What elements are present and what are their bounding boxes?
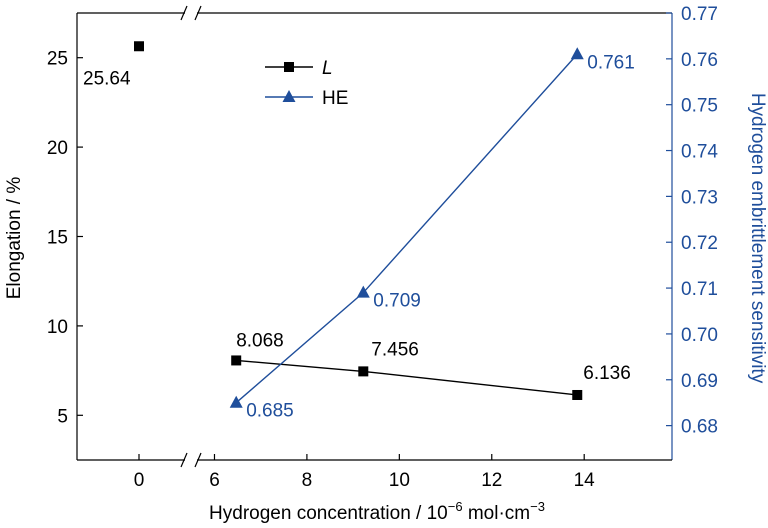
x-tick-label: 12 <box>481 470 502 491</box>
series-he-data-label: 0.709 <box>373 291 421 312</box>
x-tick-label: 14 <box>574 470 596 491</box>
series-he-data-label: 0.685 <box>246 401 294 422</box>
series-l-point <box>134 41 144 52</box>
series-l-point <box>572 389 583 400</box>
y-left-tick-label: 25 <box>47 49 68 70</box>
series-l-data-label: 6.136 <box>583 363 631 384</box>
y-axis-right-title: Hydrogen embrittlement sensitivity <box>747 93 768 384</box>
series-l-point <box>358 366 369 377</box>
y-right-tick-label: 0.68 <box>681 417 718 438</box>
legend-l-label: L <box>322 58 333 79</box>
x-axis-title-unit-exponent: −3 <box>530 499 545 514</box>
y-right-tick-label: 0.69 <box>681 371 718 392</box>
x-tick-label: 6 <box>209 470 220 491</box>
y-left-tick-label: 15 <box>47 228 68 249</box>
series-he-point <box>229 395 243 408</box>
x-axis-title: Hydrogen concentration / 10−6 mol·cm−3 <box>209 499 545 524</box>
series-he-point <box>356 285 370 298</box>
series-l-data-label: 25.64 <box>83 68 131 89</box>
axis-break-mark-top-2 <box>194 5 202 21</box>
axis-break-mark-bottom-2 <box>194 452 202 468</box>
y-right-tick-label: 0.73 <box>681 187 718 208</box>
axis-break-mark-bottom-1 <box>180 452 188 468</box>
x-tick-label: 0 <box>134 470 145 491</box>
axis-break-mark-top-1 <box>180 5 188 21</box>
ticks-group: 0 6 8 10 12 14 5 10 15 20 25 0.68 0.69 0.70 0.71 0.72 0.… <box>47 4 719 491</box>
y-left-tick-label: 20 <box>47 138 68 159</box>
series-l-point <box>231 355 242 366</box>
legend-l-marker <box>284 62 294 72</box>
series-l-line <box>236 359 578 396</box>
x-axis-title-unit: mol·cm <box>463 503 531 524</box>
axes-group <box>76 5 673 468</box>
y-right-tick-label: 0.74 <box>681 142 718 163</box>
series-he-data-label: 0.761 <box>587 52 635 73</box>
y-right-tick-label: 0.75 <box>681 96 718 117</box>
y-right-tick-label: 0.72 <box>681 233 718 254</box>
y-right-tick-label: 0.77 <box>681 4 718 25</box>
x-axis-title-exponent: −6 <box>448 499 463 514</box>
series-group: 25.64 8.068 7.456 6.136 0.685 0.709 0.761 <box>83 41 635 422</box>
x-tick-label: 8 <box>302 470 313 491</box>
y-right-tick-label: 0.70 <box>681 325 718 346</box>
y-axis-left-title: Elongation / % <box>4 177 25 300</box>
legend-he-marker <box>282 90 296 102</box>
y-right-tick-label: 0.71 <box>681 279 718 300</box>
series-l-data-label: 8.068 <box>236 330 284 351</box>
legend: L HE <box>265 58 348 109</box>
x-axis-title-main: Hydrogen concentration / 10 <box>209 503 448 524</box>
series-he-point <box>570 47 584 60</box>
series-l-data-label: 7.456 <box>371 339 419 360</box>
y-left-tick-label: 5 <box>57 406 68 427</box>
y-right-tick-label: 0.76 <box>681 50 718 71</box>
y-left-tick-label: 10 <box>47 317 68 338</box>
x-tick-label: 10 <box>389 470 410 491</box>
legend-he-label: HE <box>322 88 348 109</box>
